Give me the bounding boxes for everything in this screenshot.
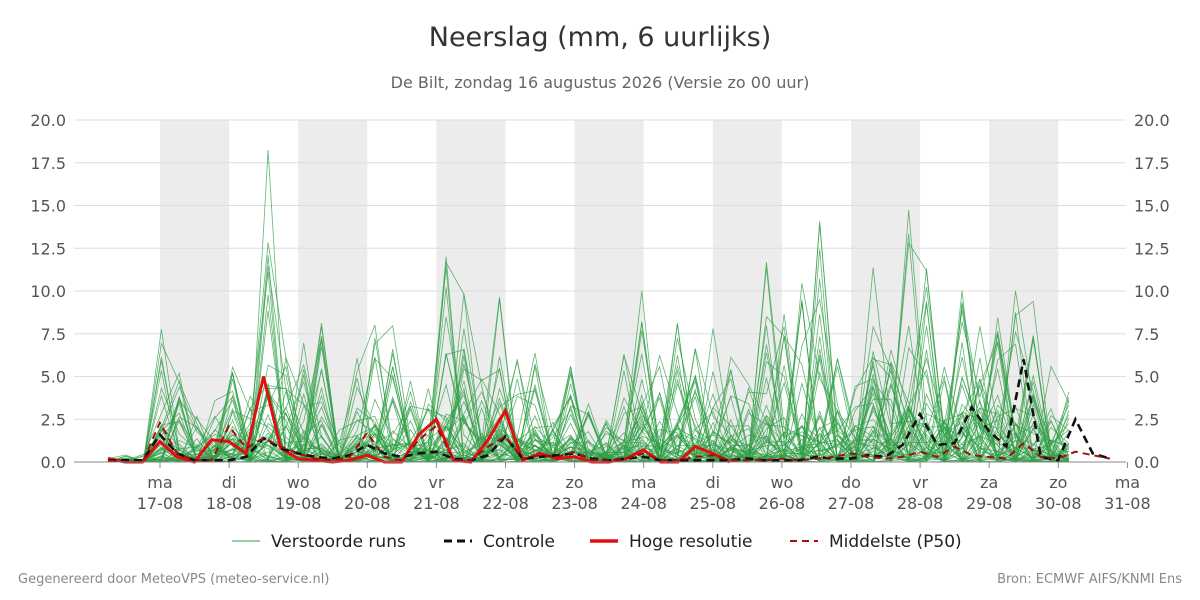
legend-label-control: Controle	[483, 532, 555, 552]
x-tick-date: 22-08	[482, 494, 529, 513]
x-tick-day: ma	[147, 473, 172, 492]
x-tick-date: 25-08	[690, 494, 737, 513]
main-series	[107, 359, 1111, 464]
y-tick-left: 5.0	[41, 368, 66, 387]
x-tick-date: 28-08	[897, 494, 944, 513]
y-tick-right: 15.0	[1134, 197, 1170, 216]
x-tick-date: 30-08	[1035, 494, 1082, 513]
y-tick-left: 7.5	[41, 325, 66, 344]
footer-source: Bron: ECMWF AIFS/KNMI Ens	[997, 572, 1182, 587]
x-tick-date: 26-08	[759, 494, 806, 513]
y-tick-right: 0.0	[1134, 453, 1159, 472]
y-tick-left: 0.0	[41, 453, 66, 472]
series-controle	[108, 359, 1111, 462]
x-tick-day: zo	[1049, 473, 1067, 492]
y-tick-left: 20.0	[30, 111, 66, 130]
x-tick-day: di	[222, 473, 237, 492]
ensemble-run	[107, 241, 1069, 463]
x-tick-date: 23-08	[551, 494, 598, 513]
y-tick-right: 2.5	[1134, 410, 1159, 429]
x-tick-date: 24-08	[620, 494, 667, 513]
y-tick-right: 7.5	[1134, 325, 1159, 344]
x-tick-day: vr	[912, 473, 928, 492]
x-tick-day: wo	[287, 473, 310, 492]
x-tick-day: do	[357, 473, 377, 492]
x-tick-date: 17-08	[137, 494, 184, 513]
y-tick-left: 12.5	[30, 239, 66, 258]
y-tick-left: 15.0	[30, 197, 66, 216]
legend: Verstoorde runs Controle Hoge resolutie …	[232, 532, 962, 552]
x-tick-date: 18-08	[206, 494, 253, 513]
x-tick-date: 27-08	[828, 494, 875, 513]
y-tick-left: 17.5	[30, 154, 66, 173]
chart-subtitle: De Bilt, zondag 16 augustus 2026 (Versie…	[390, 73, 810, 92]
x-tick-date: 19-08	[275, 494, 322, 513]
y-tick-left: 2.5	[41, 410, 66, 429]
chart-title: Neerslag (mm, 6 uurlijks)	[428, 22, 772, 53]
ensemble-run	[107, 326, 1070, 463]
x-tick-date: 29-08	[966, 494, 1013, 513]
y-tick-right: 20.0	[1134, 111, 1170, 130]
x-tick-day: ma	[1115, 473, 1140, 492]
x-tick-day: ma	[631, 473, 656, 492]
x-tick-day: za	[496, 473, 514, 492]
x-tick-day: wo	[770, 473, 793, 492]
y-tick-right: 10.0	[1134, 282, 1170, 301]
x-tick-date: 21-08	[413, 494, 460, 513]
x-tick-date: 20-08	[344, 494, 391, 513]
y-tick-right: 17.5	[1134, 154, 1170, 173]
x-tick-day: zo	[566, 473, 584, 492]
y-tick-right: 12.5	[1134, 239, 1170, 258]
x-tick-day: di	[705, 473, 720, 492]
legend-label-hires: Hoge resolutie	[629, 532, 753, 552]
x-tick-day: do	[841, 473, 861, 492]
ensemble-run	[107, 271, 1070, 463]
axes: 0.0 0.0 2.5 2.5 5.0 5.0 7.5 7.5 10.0 10.0 12.5 12.5…	[30, 111, 1169, 513]
x-tick-day: za	[980, 473, 998, 492]
legend-label-ensemble: Verstoorde runs	[271, 532, 406, 552]
x-tick-day: vr	[428, 473, 444, 492]
ensemble-run	[107, 324, 1070, 463]
x-tick-date: 31-08	[1104, 494, 1151, 513]
legend-label-median: Middelste (P50)	[829, 532, 962, 552]
y-tick-right: 5.0	[1134, 368, 1159, 387]
y-tick-left: 10.0	[30, 282, 66, 301]
footer-generated-by: Gegenereerd door MeteoVPS (meteo-service…	[18, 572, 330, 587]
